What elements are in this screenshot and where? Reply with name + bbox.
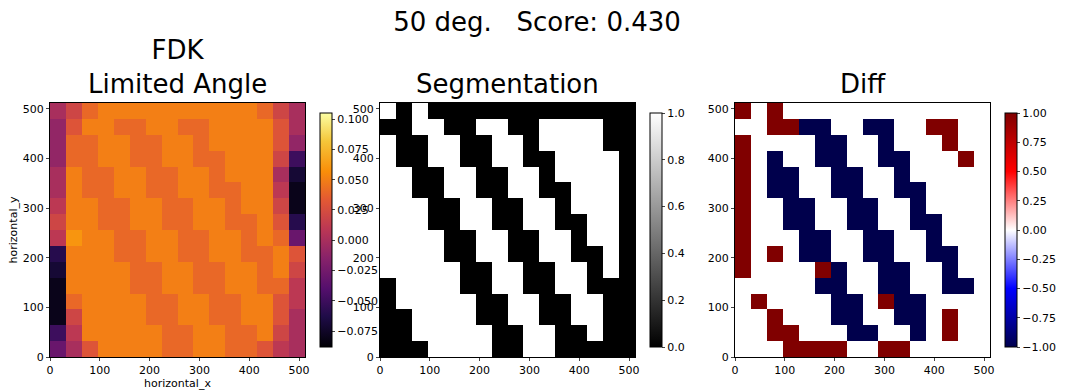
svg-text:100: 100 [23,301,44,314]
svg-text:400: 400 [569,364,590,377]
svg-text:0.8: 0.8 [667,154,685,167]
svg-text:500: 500 [289,364,310,377]
svg-text:400: 400 [23,152,44,165]
svg-text:0.075: 0.075 [337,143,369,156]
svg-text:200: 200 [708,252,729,265]
svg-text:horizontal_x: horizontal_x [144,377,211,390]
svg-text:−0.25: −0.25 [1022,253,1056,266]
svg-text:0: 0 [732,364,739,377]
svg-text:0.6: 0.6 [667,200,685,213]
svg-text:200: 200 [23,252,44,265]
svg-text:100: 100 [353,301,374,314]
svg-text:−0.075: −0.075 [337,325,378,338]
svg-text:500: 500 [974,364,995,377]
svg-text:0.100: 0.100 [337,113,369,126]
svg-text:1.00: 1.00 [1022,107,1046,120]
svg-text:0: 0 [47,364,54,377]
svg-text:−0.025: −0.025 [337,264,378,277]
svg-text:0.0: 0.0 [667,341,685,354]
svg-text:0.00: 0.00 [1022,224,1046,237]
svg-text:Diff: Diff [840,69,886,99]
svg-text:FDKLimited Angle: FDKLimited Angle [88,35,267,99]
svg-text:500: 500 [708,103,729,116]
svg-text:0: 0 [37,351,44,364]
svg-text:400: 400 [708,152,729,165]
svg-text:100: 100 [419,364,440,377]
svg-text:400: 400 [239,364,260,377]
svg-text:400: 400 [353,152,374,165]
svg-text:400: 400 [924,364,945,377]
svg-text:200: 200 [353,252,374,265]
svg-text:500: 500 [619,364,640,377]
svg-text:300: 300 [23,202,44,215]
svg-text:200: 200 [469,364,490,377]
svg-text:0: 0 [377,364,384,377]
svg-text:Segmentation: Segmentation [416,69,599,99]
svg-text:0.025: 0.025 [337,204,369,217]
svg-text:0.4: 0.4 [667,247,685,260]
svg-text:−0.50: −0.50 [1022,282,1056,295]
svg-text:500: 500 [23,103,44,116]
svg-text:100: 100 [774,364,795,377]
svg-text:300: 300 [189,364,210,377]
svg-text:0.50: 0.50 [1022,165,1046,178]
svg-text:300: 300 [708,202,729,215]
svg-text:200: 200 [139,364,160,377]
svg-text:0.000: 0.000 [337,234,369,247]
svg-text:−0.050: −0.050 [337,295,378,308]
svg-text:500: 500 [353,103,374,116]
svg-text:horizontal_y: horizontal_y [7,196,20,263]
svg-text:0.25: 0.25 [1022,195,1046,208]
svg-text:50 deg. Score: 0.430: 50 deg. Score: 0.430 [393,7,681,37]
svg-text:1.0: 1.0 [667,107,685,120]
svg-text:300: 300 [519,364,540,377]
svg-text:100: 100 [708,301,729,314]
svg-text:300: 300 [874,364,895,377]
svg-text:100: 100 [89,364,110,377]
svg-text:0.75: 0.75 [1022,136,1046,149]
svg-text:0: 0 [367,351,374,364]
svg-text:0.2: 0.2 [667,294,685,307]
svg-text:0: 0 [722,351,729,364]
svg-text:0.050: 0.050 [337,174,369,187]
svg-text:−0.75: −0.75 [1022,312,1056,325]
svg-text:300: 300 [353,202,374,215]
svg-text:−1.00: −1.00 [1022,341,1056,354]
svg-text:200: 200 [824,364,845,377]
